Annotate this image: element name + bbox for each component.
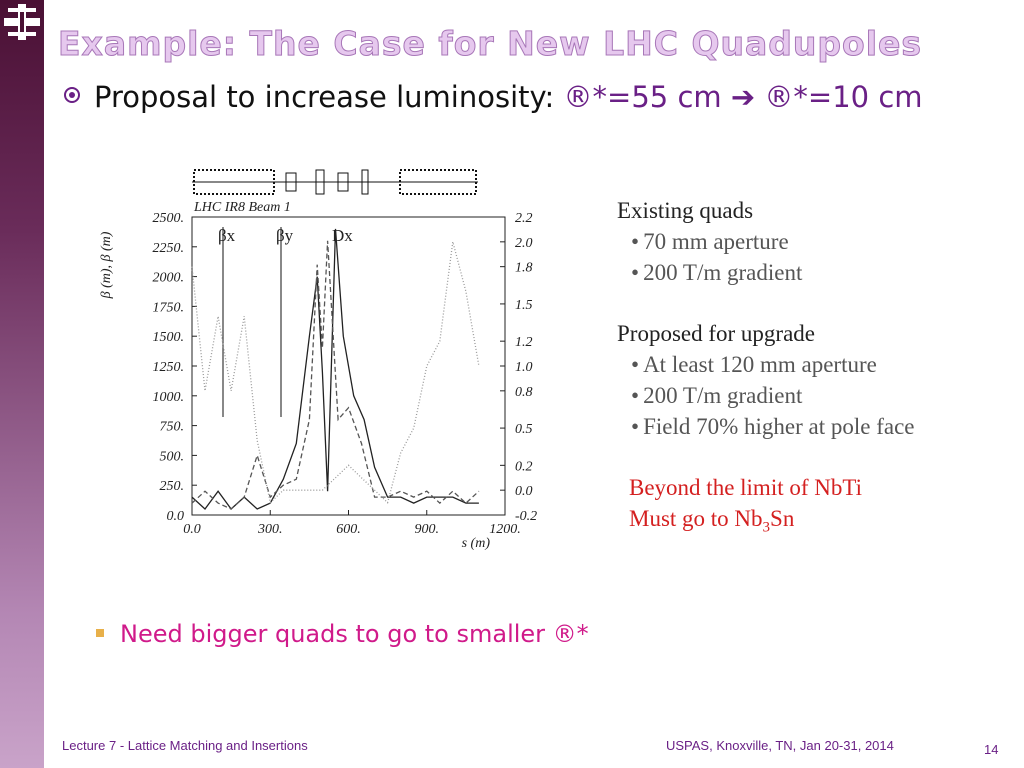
text: Must go to Nb xyxy=(629,506,763,531)
bullet: Need bigger quads to go to smaller ®* xyxy=(96,620,589,648)
y-tick-label: 0.0 xyxy=(167,509,185,524)
logo xyxy=(4,4,40,40)
y-tick-label: 250. xyxy=(160,479,185,494)
series-line xyxy=(191,241,480,504)
x-tick-label: 600. xyxy=(336,522,361,537)
y-tick-label: 500. xyxy=(160,449,185,464)
series-line xyxy=(191,228,479,510)
y2-tick-label: 0.5 xyxy=(515,422,533,437)
y2-tick-label: 2.0 xyxy=(515,236,533,251)
x-label: s (m) xyxy=(462,536,491,551)
notes: Existing quads 70 mm aperture 200 T/m gr… xyxy=(617,195,915,544)
series-label: βy xyxy=(276,226,294,245)
y-tick-label: 1000. xyxy=(153,390,185,405)
bullet: Proposal to increase luminosity: ®*=55 c… xyxy=(64,80,923,114)
y-tick-label: 1500. xyxy=(153,330,185,345)
footer-left: Lecture 7 - Lattice Matching and Inserti… xyxy=(62,738,308,753)
x-tick-label: 300. xyxy=(257,522,283,537)
item: Field 70% higher at pole face xyxy=(617,411,914,442)
x-tick-label: 900. xyxy=(415,522,440,537)
y-tick-label: 1750. xyxy=(153,300,185,315)
y2-tick-label: 2.2 xyxy=(515,211,533,226)
item: At least 120 mm aperture xyxy=(617,349,915,380)
warning: Must go to Nb3Sn xyxy=(617,503,915,544)
figure: LHC IR8 Beam 1 s (m) β (m), β (m) 0.0 300… xyxy=(99,169,537,551)
slide-title: Example: The Case for New LHC Quadupoles xyxy=(57,24,923,64)
figure-title: LHC IR8 Beam 1 xyxy=(193,200,291,215)
x-tick-label: 0.0 xyxy=(183,522,201,537)
subscript: 3 xyxy=(762,519,771,536)
y2-tick-label: -0.2 xyxy=(515,509,537,524)
y2-tick-label: 0.0 xyxy=(515,484,533,499)
series-line xyxy=(191,240,480,510)
x-tick-label: 1200. xyxy=(489,522,521,537)
heading: Existing quads xyxy=(617,198,754,223)
text: Sn xyxy=(770,506,795,531)
series-label: βx xyxy=(218,226,236,245)
y-tick-label: 2000. xyxy=(153,271,185,286)
y-tick-label: 750. xyxy=(160,420,185,435)
bullet-text: Proposal to increase luminosity: xyxy=(94,80,564,114)
y2-tick-label: 1.5 xyxy=(515,298,533,313)
item: 70 mm aperture xyxy=(617,226,915,257)
y-tick-label: 2250. xyxy=(153,241,185,256)
y-tick-label: 2500. xyxy=(153,211,185,226)
footer-right: USPAS, Knoxville, TN, Jan 20-31, 2014 xyxy=(666,738,894,753)
page-number: 14 xyxy=(984,742,999,757)
lattice-strip xyxy=(192,169,478,195)
y-label: β (m), β (m) xyxy=(99,231,114,299)
side-bar xyxy=(0,0,44,768)
y-tick-label: 1250. xyxy=(153,360,185,375)
heading: Proposed for upgrade xyxy=(617,321,816,346)
y2-tick-label: 1.0 xyxy=(515,360,533,375)
item: 200 T/m gradient xyxy=(617,380,915,411)
item: 200 T/m gradient xyxy=(617,257,915,288)
y2-tick-label: 1.2 xyxy=(515,335,533,350)
bullet-highlight: ®*=55 cm ➔ ®*=10 cm xyxy=(563,80,923,114)
y2-tick-label: 0.8 xyxy=(515,385,533,400)
y2-tick-label: 0.2 xyxy=(515,459,533,474)
warning: Beyond the limit of NbTi xyxy=(629,475,862,500)
y2-tick-label: 1.8 xyxy=(515,261,533,276)
series-label: Dx xyxy=(332,226,353,245)
